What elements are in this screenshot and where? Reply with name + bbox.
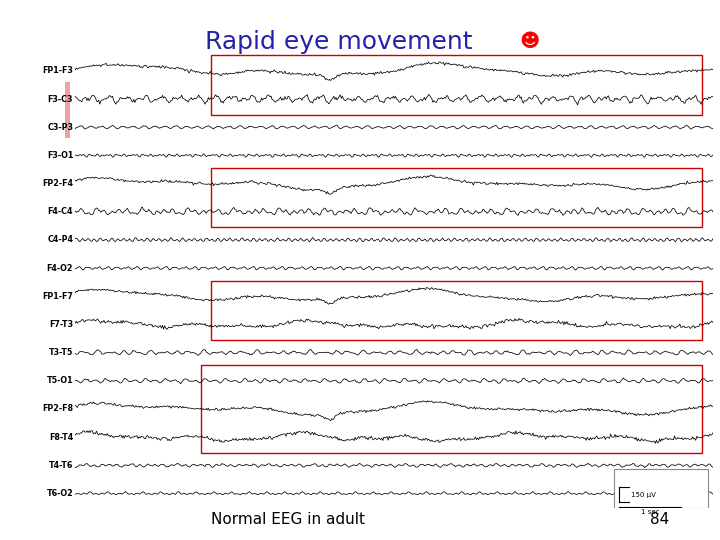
Text: FP1-F3: FP1-F3 xyxy=(42,66,73,75)
Text: C4-P4: C4-P4 xyxy=(48,235,73,245)
Bar xyxy=(201,365,702,453)
Text: T4-T6: T4-T6 xyxy=(49,461,73,470)
Text: F4-O2: F4-O2 xyxy=(47,264,73,273)
Bar xyxy=(211,168,702,227)
Text: F8-T4: F8-T4 xyxy=(49,433,73,442)
Text: T6-O2: T6-O2 xyxy=(46,489,73,498)
Text: 1 sec: 1 sec xyxy=(641,509,660,515)
Text: T3-T5: T3-T5 xyxy=(49,348,73,357)
Bar xyxy=(63,82,70,138)
Text: T5-O1: T5-O1 xyxy=(47,376,73,386)
Bar xyxy=(211,281,702,340)
Bar xyxy=(613,469,708,508)
Text: 84: 84 xyxy=(650,511,670,526)
Text: F3-O1: F3-O1 xyxy=(47,151,73,160)
Text: C3-P3: C3-P3 xyxy=(48,123,73,132)
Bar xyxy=(211,55,702,114)
Text: FP1-F7: FP1-F7 xyxy=(42,292,73,301)
Text: Normal EEG in adult: Normal EEG in adult xyxy=(211,511,365,526)
Text: F7-T3: F7-T3 xyxy=(49,320,73,329)
Text: FP2-F8: FP2-F8 xyxy=(42,404,73,414)
Text: 150 μV: 150 μV xyxy=(631,491,656,497)
Text: ☻: ☻ xyxy=(519,32,539,51)
Text: FP2-F4: FP2-F4 xyxy=(42,179,73,188)
Text: F3-C3: F3-C3 xyxy=(48,94,73,104)
Text: F4-C4: F4-C4 xyxy=(48,207,73,216)
Text: Rapid eye movement: Rapid eye movement xyxy=(204,30,472,53)
